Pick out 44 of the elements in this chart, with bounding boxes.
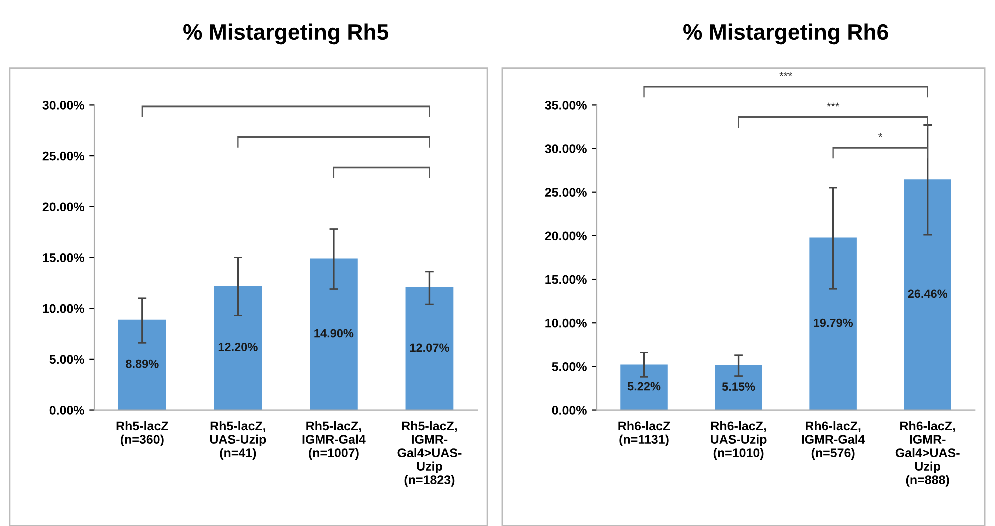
data-label: 26.46% bbox=[908, 290, 948, 298]
x-tick-label: Rh6-lacZ, IGMR- Gal4>UAS- Uzip (n=888) bbox=[896, 421, 960, 487]
y-tick-label: 10.00% bbox=[43, 304, 84, 314]
bar bbox=[118, 320, 166, 410]
annotation: *** bbox=[827, 102, 840, 107]
y-tick-label: 25.00% bbox=[545, 188, 587, 198]
x-tick-label: Rh6-lacZ (n=1131) bbox=[618, 421, 670, 447]
bar bbox=[620, 364, 668, 410]
y-tick-label: 0.00% bbox=[50, 406, 84, 415]
y-tick-label: 20.00% bbox=[545, 232, 587, 241]
bar bbox=[904, 180, 952, 410]
y-tick-label: 30.00% bbox=[545, 144, 587, 154]
y-tick-label: 35.00% bbox=[545, 101, 587, 110]
data-label: 12.07% bbox=[410, 344, 450, 352]
data-label: 5.15% bbox=[722, 382, 756, 392]
data-label: 19.79% bbox=[814, 318, 854, 328]
bar bbox=[406, 288, 454, 410]
data-label: 14.90% bbox=[314, 329, 354, 338]
annotation: * bbox=[878, 133, 883, 138]
y-tick-label: 20.00% bbox=[42, 202, 84, 212]
x-tick-label: Rh5-lacZ, IGMR- Gal4>UAS- Uzip (n=1823) bbox=[398, 421, 462, 487]
bar bbox=[715, 365, 762, 410]
y-tick-label: 5.00% bbox=[552, 362, 587, 372]
data-label: 12.20% bbox=[218, 343, 258, 352]
chart-title: % Mistargeting Rh5 bbox=[184, 24, 389, 45]
x-tick-label: Rh5-lacZ, IGMR-Gal4 (n=1007) bbox=[302, 421, 366, 460]
y-tick-label: 10.00% bbox=[546, 318, 587, 328]
x-tick-label: Rh5-lacZ, UAS-Uzip (n=41) bbox=[210, 421, 266, 460]
data-label: 8.89% bbox=[126, 360, 159, 368]
y-tick-label: 15.00% bbox=[546, 275, 587, 284]
chart-title: % Mistargeting Rh6 bbox=[684, 24, 888, 45]
x-tick-label: Rh5-lacZ (n=360) bbox=[116, 421, 168, 447]
x-tick-label: Rh6-lacZ, UAS-Uzip (n=1010) bbox=[711, 421, 767, 460]
y-tick-label: 30.00% bbox=[42, 101, 84, 110]
text: *** bbox=[780, 72, 792, 76]
bar bbox=[214, 286, 262, 410]
x-tick-label: Rh6-lacZ, IGMR-Gal4 (n=576) bbox=[802, 421, 866, 460]
data-label: 5.22% bbox=[628, 382, 661, 391]
bar bbox=[310, 258, 358, 410]
bar bbox=[810, 238, 857, 410]
y-tick-label: 25.00% bbox=[42, 152, 84, 161]
y-tick-label: 0.00% bbox=[552, 406, 587, 415]
y-tick-label: 15.00% bbox=[43, 254, 84, 262]
y-tick-label: 5.00% bbox=[50, 355, 84, 364]
